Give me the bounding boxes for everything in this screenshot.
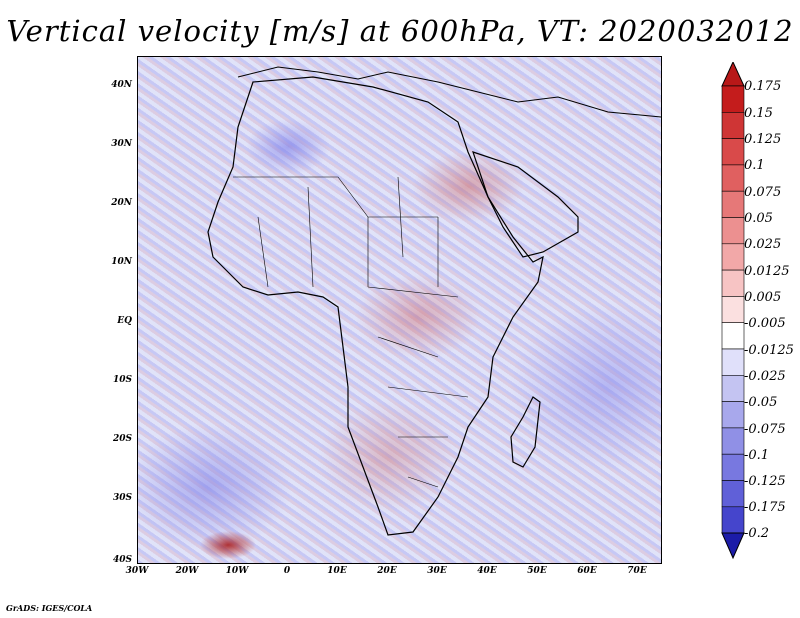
colorbar-segment [721, 269, 745, 297]
colorbar-segment [721, 111, 745, 139]
arabia-coastline [472, 151, 579, 258]
colorbar-label: -0.2 [744, 526, 770, 541]
colorbar-segment [721, 453, 745, 481]
colorbar-segment [721, 348, 745, 376]
colorbar-label: -0.0125 [744, 343, 794, 358]
colorbar-label: 0.15 [744, 106, 773, 121]
map-plot-area [137, 56, 662, 564]
colorbar-label: 0.05 [744, 211, 773, 226]
colorbar-label: -0.125 [744, 474, 786, 489]
coastline-map [207, 66, 661, 536]
colorbar-label: -0.075 [744, 422, 786, 437]
colorbar-label: 0.075 [744, 185, 782, 200]
colorbar-label: 0.1 [744, 158, 765, 173]
europe-asia-coastline [237, 66, 661, 118]
lat-label-20s: 20S [112, 434, 132, 444]
colorbar-segment [721, 401, 745, 429]
madagascar-coastline [510, 396, 541, 468]
colorbar [721, 62, 745, 560]
lat-label-10s: 10S [112, 375, 132, 385]
colorbar-label: 0.125 [744, 132, 782, 147]
lon-label-0: 0 [283, 566, 291, 576]
africa-coastline [207, 76, 544, 536]
colorbar-label: -0.05 [744, 395, 778, 410]
map-title: Vertical velocity [m/s] at 600hPa, VT: 2… [6, 14, 794, 48]
colorbar-segment [721, 480, 745, 508]
grads-credit: GrADS: IGES/COLA [6, 603, 93, 613]
lon-label-40e: 40E [477, 566, 497, 576]
colorbar-segment [721, 243, 745, 271]
lon-label-70e: 70E [627, 566, 647, 576]
colorbar-segment [721, 190, 745, 218]
colorbar-top-triangle [721, 62, 745, 87]
lat-label-30s: 30S [112, 493, 132, 503]
lat-label-eq: EQ [117, 316, 132, 326]
colorbar-segment [721, 85, 745, 113]
colorbar-segment [721, 374, 745, 402]
lon-label-60e: 60E [577, 566, 597, 576]
lat-label-40s: 40S [112, 555, 132, 565]
country-borders [233, 176, 469, 488]
colorbar-segment [721, 217, 745, 245]
colorbar-segment [721, 427, 745, 455]
colorbar-segment [721, 138, 745, 166]
lat-label-40n: 40N [111, 80, 132, 90]
colorbar-label: 0.025 [744, 237, 782, 252]
lat-label-20n: 20N [111, 198, 132, 208]
colorbar-label: 0.0125 [744, 264, 790, 279]
colorbar-label: -0.005 [744, 316, 786, 331]
colorbar-segment [721, 506, 745, 534]
colorbar-label: -0.175 [744, 500, 786, 515]
lon-label-50e: 50E [527, 566, 547, 576]
colorbar-segment [721, 164, 745, 192]
lon-label-20e: 20E [377, 566, 397, 576]
lon-label-10e: 10E [327, 566, 347, 576]
colorbar-label: 0.005 [744, 290, 782, 305]
colorbar-label: 0.175 [744, 79, 782, 94]
lon-label-20w: 20W [175, 566, 199, 576]
colorbar-label: -0.025 [744, 369, 786, 384]
lat-label-10n: 10N [111, 257, 132, 267]
lon-label-30w: 30W [125, 566, 149, 576]
lon-label-30e: 30E [427, 566, 447, 576]
colorbar-label: -0.1 [744, 448, 770, 463]
lon-label-10w: 10W [225, 566, 249, 576]
colorbar-segment [721, 322, 745, 350]
colorbar-segment [721, 296, 745, 323]
colorbar-bottom-triangle [721, 532, 745, 560]
lat-label-30n: 30N [111, 139, 132, 149]
